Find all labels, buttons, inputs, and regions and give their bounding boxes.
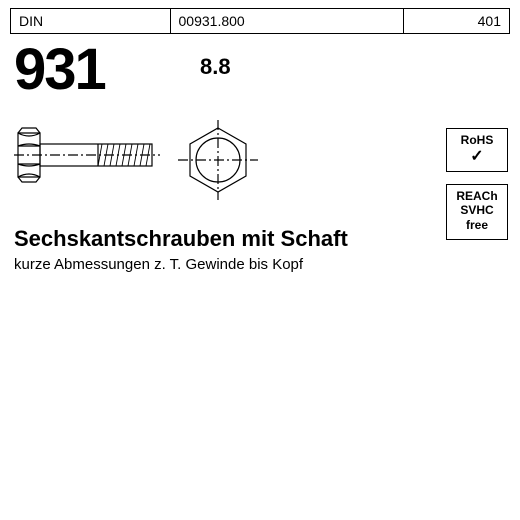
- standard-number: 931: [14, 36, 105, 103]
- bolt-top-view-icon: [178, 120, 258, 200]
- bolt-side-view-icon: [14, 120, 164, 190]
- check-icon: ✓: [449, 147, 505, 166]
- reach-line2: SVHC: [460, 203, 493, 217]
- reach-line1: REACh: [456, 189, 497, 203]
- product-title: Sechskantschrauben mit Schaft: [14, 226, 348, 252]
- header-cell-ref: 401: [404, 9, 510, 34]
- rohs-label: RoHS: [461, 133, 494, 147]
- page-root: DIN 00931.800 401 931 8.8: [0, 0, 520, 520]
- table-row: DIN 00931.800 401: [11, 9, 510, 34]
- header-table: DIN 00931.800 401: [10, 8, 510, 34]
- header-cell-standard: DIN: [11, 9, 171, 34]
- reach-line3: free: [466, 218, 488, 232]
- header-cell-code: 00931.800: [170, 9, 404, 34]
- rohs-badge: RoHS ✓: [446, 128, 508, 172]
- reach-badge: REACh SVHC free: [446, 184, 508, 240]
- product-subtitle: kurze Abmessungen z. T. Gewinde bis Kopf: [14, 256, 303, 273]
- content-area: DIN 00931.800 401 931 8.8: [0, 0, 520, 360]
- strength-grade: 8.8: [200, 54, 231, 80]
